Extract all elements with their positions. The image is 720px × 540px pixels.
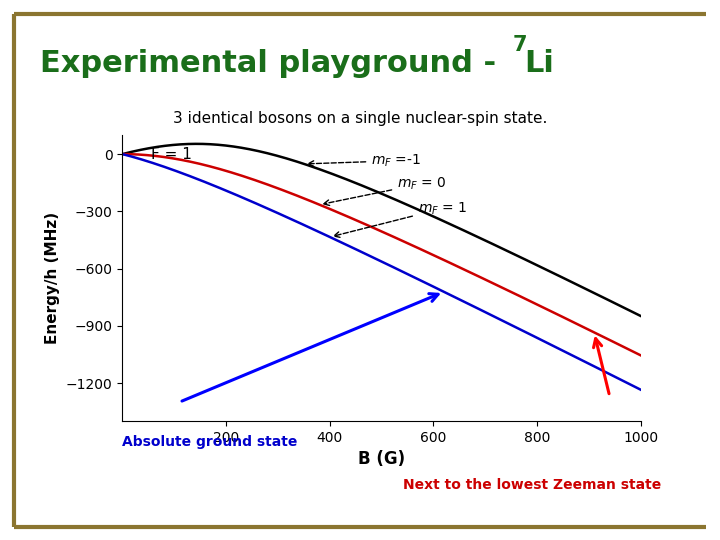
Text: $m_F$ = 0: $m_F$ = 0 [323, 176, 447, 205]
Text: Absolute ground state: Absolute ground state [122, 435, 298, 449]
Text: 3 identical bosons on a single nuclear-spin state.: 3 identical bosons on a single nuclear-s… [173, 111, 547, 126]
Text: Experimental playground -: Experimental playground - [40, 49, 506, 78]
Text: F = 1: F = 1 [151, 147, 192, 163]
Text: 7: 7 [513, 35, 527, 55]
Text: $m_F$ = 1: $m_F$ = 1 [334, 200, 467, 237]
Text: $m_F$ =-1: $m_F$ =-1 [308, 153, 421, 169]
Text: Next to the lowest Zeeman state: Next to the lowest Zeeman state [403, 478, 662, 492]
Y-axis label: Energy/h (MHz): Energy/h (MHz) [45, 212, 60, 344]
X-axis label: B (G): B (G) [358, 450, 405, 469]
Text: Li: Li [524, 49, 554, 78]
